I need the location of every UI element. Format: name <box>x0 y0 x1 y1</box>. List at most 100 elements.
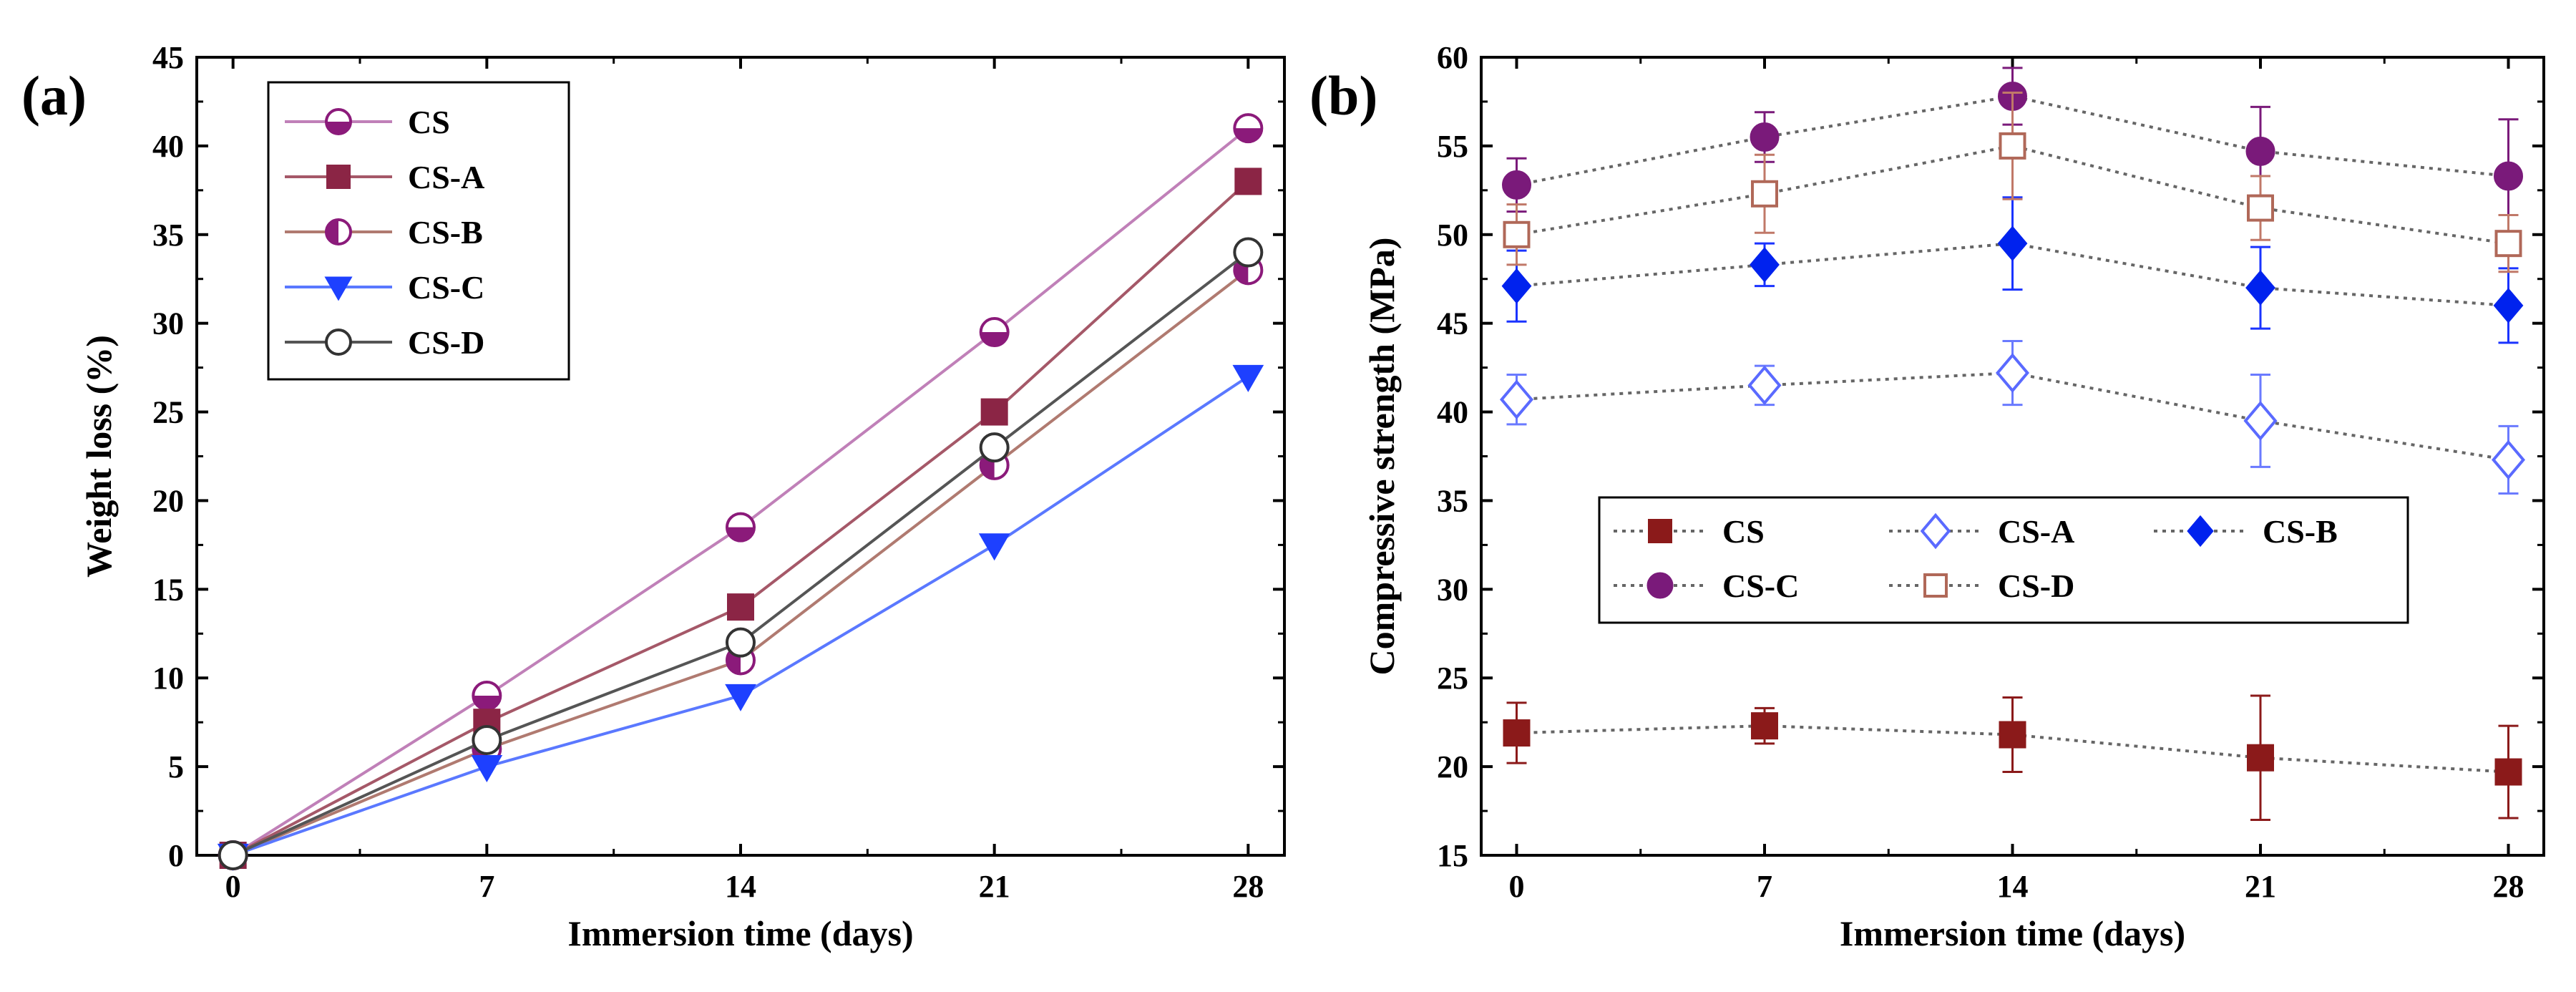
data-point-shape <box>727 593 754 621</box>
data-point <box>1999 132 2026 160</box>
legend-entry-cs: CS <box>285 104 450 140</box>
data-point <box>2245 136 2275 166</box>
data-point <box>2243 401 2278 441</box>
legend-marker <box>325 108 352 135</box>
data-point-fill <box>1234 128 1262 142</box>
data-point <box>1232 364 1264 392</box>
data-point-fill <box>727 527 754 541</box>
x-tick-label: 28 <box>1232 869 1264 904</box>
y-ticks: 15 20 25 30 35 40 45 50 55 60 <box>1437 40 2544 873</box>
data-point <box>1750 122 1780 152</box>
data-point-shape <box>1995 353 2030 393</box>
legend-label: CS-D <box>408 324 484 361</box>
data-point <box>2247 194 2274 222</box>
panel-label: (a) <box>21 64 87 127</box>
y-tick-label: 15 <box>152 572 184 607</box>
legend-marker <box>1923 573 1948 598</box>
data-point <box>2247 744 2274 772</box>
legend-entry-cs: CS <box>1614 513 1765 550</box>
y-tick-label: 45 <box>1437 306 1468 341</box>
data-point <box>979 432 1010 463</box>
data-point-shape <box>726 627 756 658</box>
data-point <box>1234 167 1262 195</box>
data-point-shape <box>980 398 1008 426</box>
legend-label: CS <box>408 104 450 140</box>
data-point <box>471 754 503 782</box>
data-point <box>2494 230 2522 258</box>
x-axis-title: Immersion time (days) <box>1840 913 2185 953</box>
data-point <box>979 317 1010 348</box>
series-line-cs-a <box>1516 371 2509 462</box>
data-point-shape <box>471 754 503 782</box>
legend-marker-shape <box>1646 572 1674 599</box>
data-point-fill <box>473 696 501 709</box>
y-tick-label: 35 <box>1437 483 1468 518</box>
x-tick-label: 14 <box>725 869 756 904</box>
panel-b-compressive-strength-chart: 15 20 25 30 35 40 45 50 55 60 0 7 14 21 28 Immersion ti… <box>1309 40 2545 953</box>
y-tick-label: 25 <box>152 395 184 430</box>
legend-marker <box>2187 515 2214 548</box>
data-point-shape <box>1751 180 1778 208</box>
legend-entry-cs-b: CS-B <box>285 214 483 251</box>
series-cs-b <box>1501 196 2524 344</box>
legend-marker-shape <box>324 276 353 301</box>
y-tick-label: 30 <box>152 306 184 341</box>
y-tick-label: 20 <box>1437 749 1468 784</box>
y-tick-label: 45 <box>152 40 184 75</box>
series-cs-d <box>218 237 1264 870</box>
y-tick-label: 15 <box>1437 838 1468 873</box>
data-point-shape <box>1234 167 1262 195</box>
panel-label: (b) <box>1309 64 1377 127</box>
legend-marker-shape <box>325 329 352 356</box>
y-axis-title: Compressive strength (MPa) <box>1362 238 1402 676</box>
data-point-shape <box>1503 220 1531 248</box>
y-tick-label: 10 <box>152 661 184 696</box>
data-point <box>1501 268 1532 304</box>
data-point-shape <box>2247 194 2274 222</box>
legend-marker <box>325 218 352 245</box>
data-point <box>725 684 756 711</box>
series-cs <box>1503 694 2522 821</box>
data-point <box>2494 758 2522 786</box>
data-point-shape <box>979 432 1010 463</box>
data-point <box>2494 161 2523 191</box>
y-tick-label: 30 <box>1437 572 1468 607</box>
data-point-shape <box>1501 268 1532 304</box>
x-tick-label: 0 <box>225 869 241 904</box>
data-point <box>1995 353 2030 393</box>
data-point-shape <box>218 840 248 870</box>
data-point-shape <box>1503 719 1531 747</box>
data-point-shape <box>1747 365 1782 406</box>
data-point-shape <box>1232 364 1264 392</box>
x-tick-label: 28 <box>2493 869 2524 904</box>
data-point-shape <box>1502 170 1531 200</box>
y-tick-label: 55 <box>1437 129 1468 164</box>
legend-entry-cs-a: CS-A <box>1889 512 2074 550</box>
data-point-shape <box>2245 270 2275 306</box>
legend-marker <box>1648 519 1672 543</box>
legend-label: CS-D <box>1998 568 2074 604</box>
legend-marker <box>1646 572 1674 599</box>
series-group <box>217 113 1264 871</box>
legend-entry-cs-d: CS-D <box>1889 568 2074 604</box>
data-point <box>2493 288 2524 324</box>
x-axis-title: Immersion time (days) <box>567 913 913 953</box>
data-point <box>1751 180 1778 208</box>
legend-marker <box>326 165 351 189</box>
data-point-shape <box>472 724 502 755</box>
legend-marker-fill <box>326 122 351 134</box>
data-point-shape <box>2245 136 2275 166</box>
panel-a-weight-loss-chart: 0 5 10 15 20 25 30 35 40 45 0 7 14 21 28 Immersion time… <box>21 40 1286 953</box>
data-point <box>978 533 1010 561</box>
data-point <box>726 512 756 543</box>
legend-marker <box>324 276 353 301</box>
legend-entry-cs-c: CS-C <box>285 269 484 306</box>
data-point-shape <box>978 533 1010 561</box>
x-tick-label: 7 <box>479 869 494 904</box>
legend-entry-cs-c: CS-C <box>1614 568 1799 604</box>
legend-marker-shape <box>2187 515 2214 548</box>
y-tick-label: 60 <box>1437 40 1468 75</box>
data-point-shape <box>1750 122 1780 152</box>
legend-label: CS-B <box>2263 513 2338 550</box>
data-point-shape <box>1997 225 2028 261</box>
